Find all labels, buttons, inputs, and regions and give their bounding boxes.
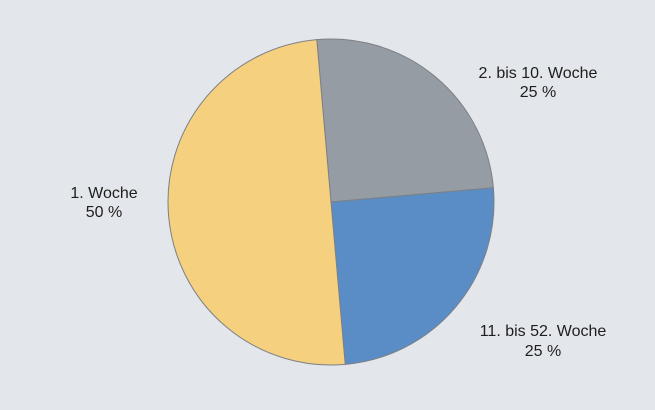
slice-label-2-10-woche: 2. bis 10. Woche	[479, 65, 598, 82]
slice-label-11-52-woche: 11. bis 52. Woche	[480, 323, 607, 340]
slice-percent-1-woche: 50 %	[86, 204, 122, 221]
pie-slices	[167, 38, 495, 366]
pie-slice-1	[316, 38, 494, 203]
pie-slice-3	[167, 39, 346, 366]
slice-label-1-woche: 1. Woche	[70, 185, 137, 202]
slice-percent-2-10-woche: 25 %	[520, 84, 556, 101]
slice-percent-11-52-woche: 25 %	[525, 343, 561, 360]
pie-slice-2	[330, 187, 495, 365]
